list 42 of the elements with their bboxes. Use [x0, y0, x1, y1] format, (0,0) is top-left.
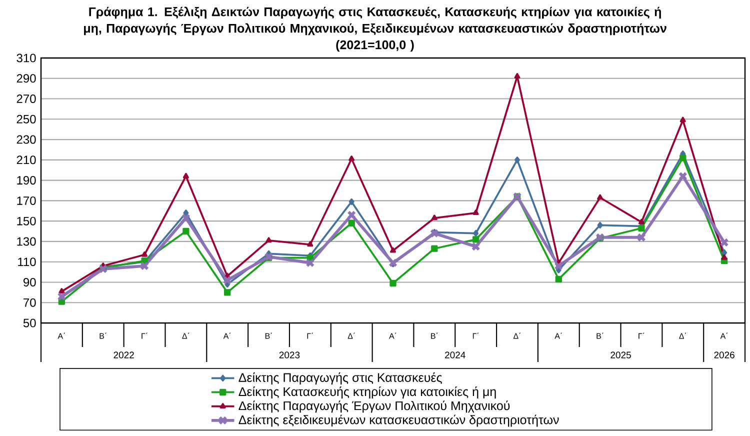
y-tick-label: 210 [16, 156, 36, 164]
chart-subtitle: (2021=100,0 ) [336, 40, 414, 52]
x-tick-label: Α΄ [389, 332, 396, 339]
chart-title: Γράφημα 1. Εξέλιξη Δεικτών Παραγωγής στις Κατασκευές, Κατασκευής κτηρίων για κατοικίες ή μη, Παραγωγής Έργων Πολιτικού Μηχανικού, Εξειδικευμένων κατασκευαστικών δραστηριοτήτων [84, 6, 666, 36]
x-tick-label: Α΄ [554, 332, 562, 339]
x-tick-label: Δ΄ [182, 332, 190, 339]
text: 2025 [610, 352, 631, 358]
legend-label: Δείκτης Κατασκευής κτηρίων για κατοικίες ή μη [238, 386, 496, 399]
y-tick-label: 270 [16, 94, 36, 104]
x-tick-label: Β΄ [100, 332, 106, 339]
x-tick-label: Α΄ [720, 332, 728, 339]
x-tick-label: Α΄ [58, 332, 65, 339]
text: 2024 [445, 352, 466, 358]
text: 2022 [114, 352, 134, 358]
y-tick-label: 130 [17, 237, 36, 246]
text: 2026 [714, 352, 734, 358]
legend-label: Δείκτης εξειδικευμένων κατασκευαστικών δραστηριοτήτων [238, 414, 559, 427]
legend-label: Δείκτης Παραγωγής Έργων Πολιτικού Μηχανικού [238, 400, 510, 413]
legend-label: Δείκτης Παραγωγής στις Κατασκευές [238, 372, 442, 384]
y-tick-label: 290 [16, 74, 36, 83]
x-tick-label: Γ΄ [638, 332, 644, 339]
x-tick-label: Β΄ [431, 332, 438, 339]
y-tick-label: 310 [16, 54, 36, 62]
text: 2023 [279, 352, 300, 358]
y-tick-label: 190 [17, 176, 36, 185]
x-tick-label: Γ΄ [472, 332, 479, 339]
y-tick-label: 50 [23, 318, 36, 328]
y-tick-label: 110 [18, 258, 36, 266]
x-tick-label: Γ΄ [142, 332, 148, 339]
x-tick-label: Α΄ [223, 332, 231, 339]
y-tick-label: 70 [24, 298, 36, 307]
x-tick-label: Δ΄ [513, 332, 520, 339]
x-tick-label: Δ΄ [348, 332, 355, 339]
y-tick-label: 150 [17, 216, 36, 226]
x-tick-label: Δ΄ [679, 332, 686, 339]
y-tick-label: 230 [16, 135, 36, 144]
x-tick-label: Β΄ [596, 332, 604, 339]
y-tick-label: 250 [16, 114, 36, 124]
y-tick-label: 90 [24, 278, 36, 286]
y-tick-label: 170 [17, 196, 36, 205]
x-tick-label: Β΄ [265, 332, 272, 339]
x-tick-label: Γ΄ [307, 332, 313, 339]
